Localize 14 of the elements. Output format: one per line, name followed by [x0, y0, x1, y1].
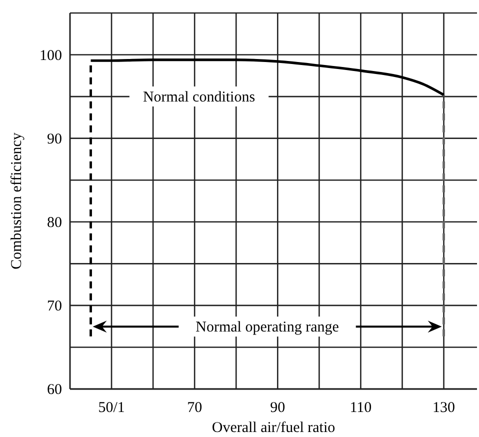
x-axis-title: Overall air/fuel ratio: [212, 420, 336, 436]
y-tick-label: 80: [47, 214, 62, 231]
x-tick-label: 90: [270, 400, 286, 416]
x-tick-label: 130: [432, 400, 456, 416]
x-tick-label: 70: [187, 400, 202, 416]
x-tick-label: 50/1: [98, 400, 125, 416]
y-tick-label: 70: [47, 298, 62, 314]
y-tick-label: 100: [40, 48, 62, 64]
annotation: Normal operating range: [196, 320, 340, 336]
y-tick-label: 60: [47, 382, 62, 398]
x-tick-label: 110: [350, 400, 372, 416]
annotation: Normal conditions: [142, 89, 256, 106]
y-tick-label: 90: [47, 131, 62, 148]
y-axis-title: Combustion efficiency: [9, 132, 25, 270]
